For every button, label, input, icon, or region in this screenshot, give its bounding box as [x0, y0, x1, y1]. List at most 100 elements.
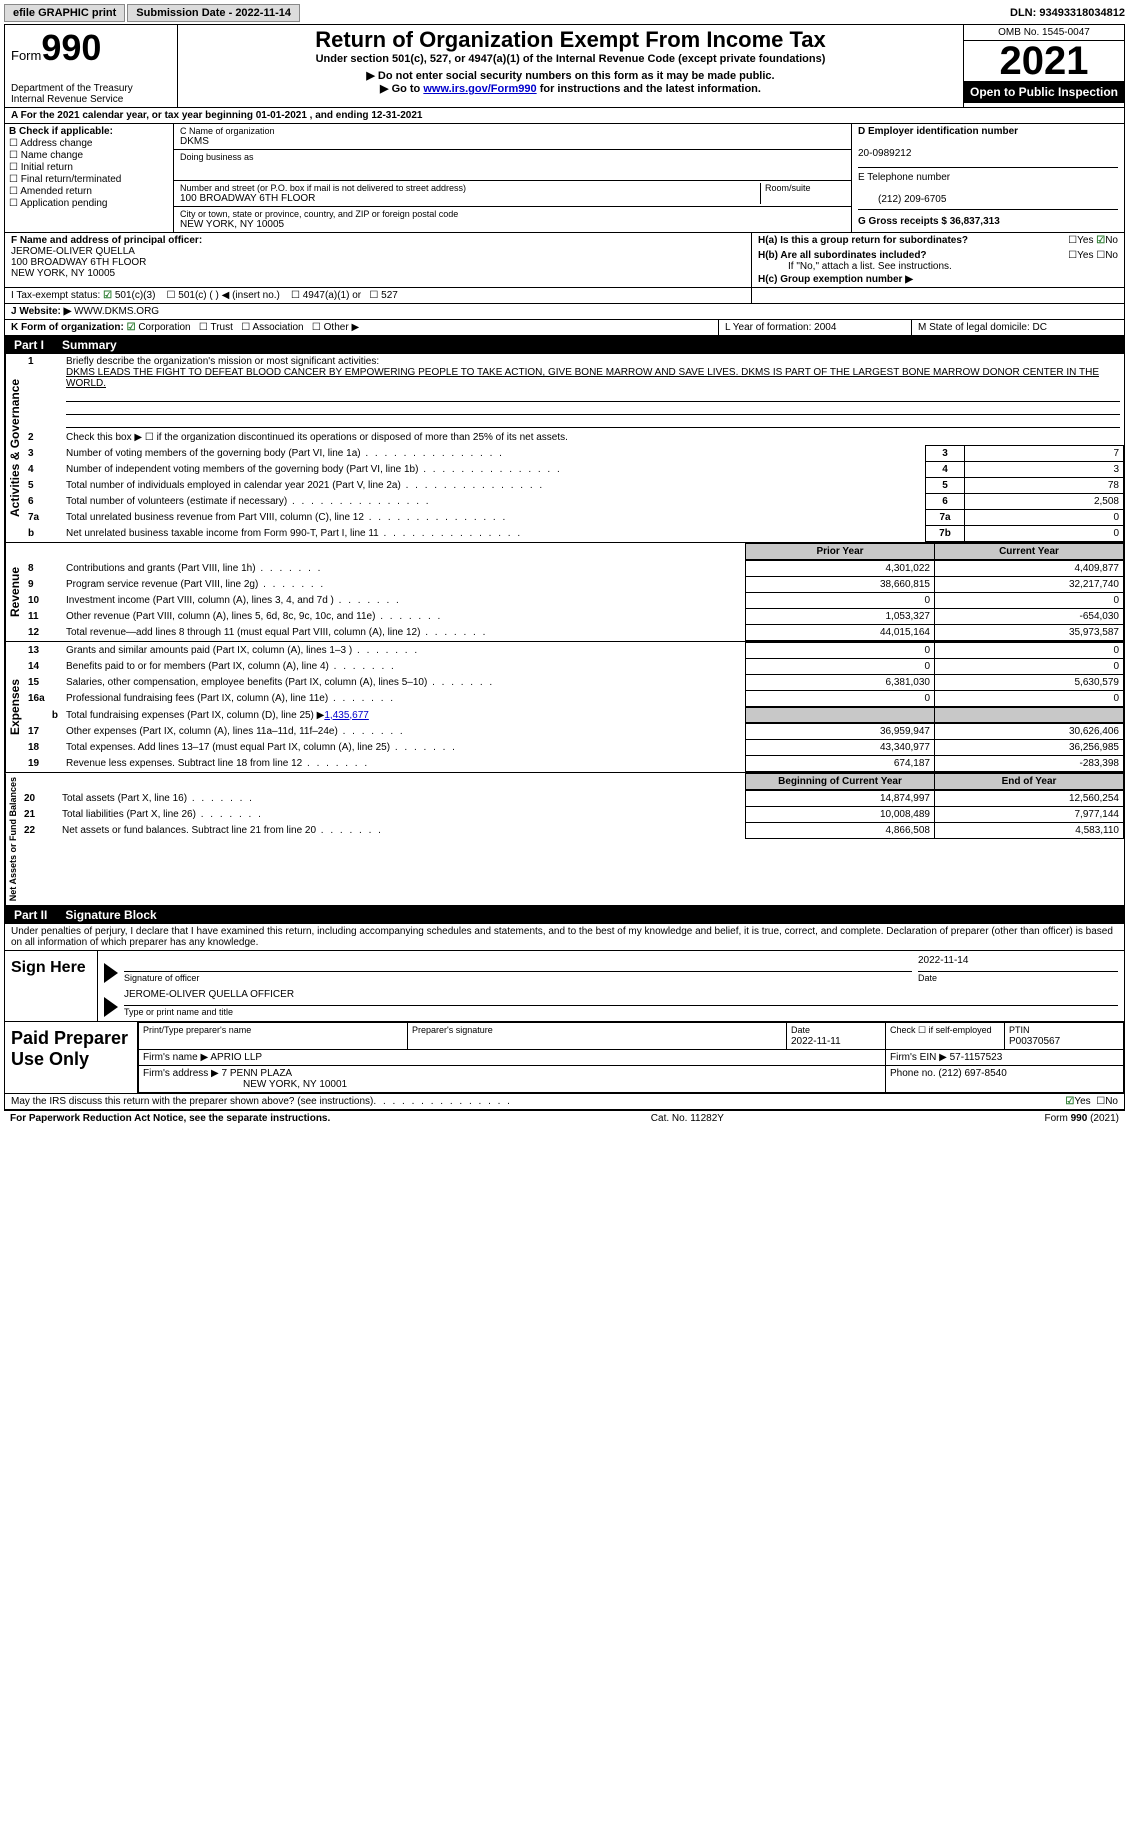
discuss-text: May the IRS discuss this return with the… — [11, 1096, 373, 1107]
k-label: K Form of organization: — [11, 322, 124, 333]
l16b-link[interactable]: 1,435,677 — [324, 710, 369, 721]
l2-text: Check this box ▶ ☐ if the organization d… — [62, 430, 1124, 445]
section-fh: F Name and address of principal officer:… — [4, 233, 1125, 288]
hdr-beg: Beginning of Current Year — [778, 776, 902, 787]
note-ssn: ▶ Do not enter social security numbers o… — [184, 69, 957, 82]
form-label: Form — [11, 48, 41, 63]
addr-label: Number and street (or P.O. box if mail i… — [180, 183, 756, 193]
note-link-row: ▶ Go to www.irs.gov/Form990 for instruct… — [184, 82, 957, 95]
room-label: Room/suite — [761, 183, 845, 204]
firm-addr2: NEW YORK, NY 10001 — [143, 1079, 347, 1090]
side-revenue: Revenue — [5, 543, 24, 641]
firm-phone-label: Phone no. — [890, 1068, 938, 1079]
hb-note: If "No," attach a list. See instructions… — [758, 261, 1118, 272]
firm-ein-label: Firm's EIN ▶ — [890, 1052, 950, 1063]
section-j: J Website: ▶ WWW.DKMS.ORG — [4, 304, 1125, 320]
dept-label: Department of the Treasury — [11, 83, 171, 94]
footer-left: For Paperwork Reduction Act Notice, see … — [10, 1113, 330, 1124]
irs-label: Internal Revenue Service — [11, 94, 171, 105]
hb-no[interactable]: No — [1105, 250, 1118, 261]
side-activities: Activities & Governance — [5, 354, 24, 542]
m-state: M State of legal domicile: DC — [912, 320, 1124, 335]
part1-activities: Activities & Governance 1 Briefly descri… — [4, 354, 1125, 543]
discuss-row: May the IRS discuss this return with the… — [4, 1094, 1125, 1110]
self-emp-label[interactable]: Check ☐ if self-employed — [890, 1025, 992, 1035]
officer-printed-name: JEROME-OLIVER QUELLA OFFICER — [124, 989, 1118, 1005]
j-label: J Website: ▶ — [11, 306, 71, 317]
e-label: E Telephone number — [858, 172, 950, 183]
arrow-icon — [104, 997, 118, 1017]
i-501c3[interactable]: 501(c)(3) — [115, 290, 156, 301]
cb-address[interactable]: ☐ Address change — [9, 138, 169, 149]
i-501c[interactable]: 501(c) ( ) ◀ (insert no.) — [178, 290, 280, 301]
dln-label: DLN: 93493318034812 — [1010, 7, 1125, 19]
side-net: Net Assets or Fund Balances — [5, 773, 20, 905]
discuss-no[interactable]: No — [1105, 1096, 1118, 1107]
section-b-label: B Check if applicable: — [9, 126, 113, 137]
penalties-text: Under penalties of perjury, I declare th… — [4, 924, 1125, 951]
k-assoc[interactable]: Association — [252, 322, 303, 333]
sign-here-block: Sign Here Signature of officer 2022-11-1… — [4, 951, 1125, 1022]
officer-name: JEROME-OLIVER QUELLA — [11, 246, 135, 257]
arrow-icon — [104, 963, 118, 983]
note-post: for instructions and the latest informat… — [537, 83, 761, 95]
table-row: 4 Number of independent voting members o… — [24, 462, 1124, 478]
firm-name: APRIO LLP — [210, 1052, 262, 1063]
firm-ein: 57-1157523 — [950, 1052, 1003, 1063]
part2-heading: Signature Block — [65, 908, 156, 922]
submission-date-button[interactable]: Submission Date - 2022-11-14 — [127, 4, 300, 22]
k-corp[interactable]: Corporation — [138, 322, 190, 333]
cb-name[interactable]: ☐ Name change — [9, 150, 169, 161]
part1-header: Part I Summary — [4, 336, 1125, 354]
cb-initial[interactable]: ☐ Initial return — [9, 162, 169, 173]
form-header: Form990 Department of the Treasury Inter… — [4, 24, 1125, 108]
ptin-value: P00370567 — [1009, 1036, 1060, 1047]
section-a: A For the 2021 calendar year, or tax yea… — [4, 108, 1125, 124]
checkbox-list: ☐ Address change ☐ Name change ☐ Initial… — [9, 138, 169, 209]
open-to-public: Open to Public Inspection — [964, 81, 1124, 103]
k-other[interactable]: Other ▶ — [324, 322, 359, 333]
preparer-block: Paid Preparer Use Only Print/Type prepar… — [4, 1022, 1125, 1094]
part1-netassets: Net Assets or Fund Balances Beginning of… — [4, 773, 1125, 906]
l16b-label: Total fundraising expenses (Part IX, col… — [66, 710, 324, 721]
part1-expenses: Expenses 13 Grants and similar amounts p… — [4, 642, 1125, 773]
k-trust[interactable]: Trust — [210, 322, 232, 333]
hb-yes[interactable]: Yes — [1077, 250, 1093, 261]
officer-name-label: Type or print name and title — [124, 1005, 1118, 1017]
table-row: 6 Total number of volunteers (estimate i… — [24, 494, 1124, 510]
city-value: NEW YORK, NY 10005 — [180, 219, 845, 230]
ha-yes[interactable]: Yes — [1077, 235, 1093, 246]
cb-final[interactable]: ☐ Final return/terminated — [9, 174, 169, 185]
note-pre: ▶ Go to — [380, 83, 423, 95]
table-row: 20 Total assets (Part X, line 16) 14,874… — [20, 791, 1124, 807]
firm-addr-label: Firm's address ▶ — [143, 1068, 222, 1079]
table-row: 3 Number of voting members of the govern… — [24, 446, 1124, 462]
irs-link[interactable]: www.irs.gov/Form990 — [423, 83, 536, 95]
firm-phone: (212) 697-8540 — [938, 1068, 1006, 1079]
officer-addr1: 100 BROADWAY 6TH FLOOR — [11, 257, 146, 268]
cb-pending[interactable]: ☐ Application pending — [9, 198, 169, 209]
footer-right: Form 990 (2021) — [1045, 1113, 1119, 1124]
table-row: 5 Total number of individuals employed i… — [24, 478, 1124, 494]
ha-no[interactable]: No — [1105, 235, 1118, 246]
table-row: b Net unrelated business taxable income … — [24, 526, 1124, 542]
part2-num: Part II — [14, 908, 47, 922]
table-row: 16a Professional fundraising fees (Part … — [24, 691, 1124, 707]
dba-label: Doing business as — [180, 152, 845, 162]
table-row: 12 Total revenue—add lines 8 through 11 … — [24, 625, 1124, 641]
ptin-label: PTIN — [1009, 1025, 1030, 1035]
date-label: Date — [918, 971, 1118, 983]
c-name-label: C Name of organization — [180, 126, 845, 136]
sig-date: 2022-11-14 — [918, 955, 1118, 971]
discuss-yes[interactable]: Yes — [1074, 1096, 1090, 1107]
i-527[interactable]: 527 — [381, 290, 398, 301]
footer-mid: Cat. No. 11282Y — [651, 1113, 724, 1124]
cb-amended[interactable]: ☐ Amended return — [9, 186, 169, 197]
mission-text: DKMS LEADS THE FIGHT TO DEFEAT BLOOD CAN… — [66, 367, 1099, 389]
top-bar: efile GRAPHIC print Submission Date - 20… — [4, 4, 1125, 22]
part2-header: Part II Signature Block — [4, 906, 1125, 924]
side-expenses: Expenses — [5, 642, 24, 772]
part1-revenue: Revenue Prior Year Current Year 8 Contri… — [4, 543, 1125, 642]
efile-print-button[interactable]: efile GRAPHIC print — [4, 4, 125, 22]
i-4947[interactable]: 4947(a)(1) or — [303, 290, 361, 301]
